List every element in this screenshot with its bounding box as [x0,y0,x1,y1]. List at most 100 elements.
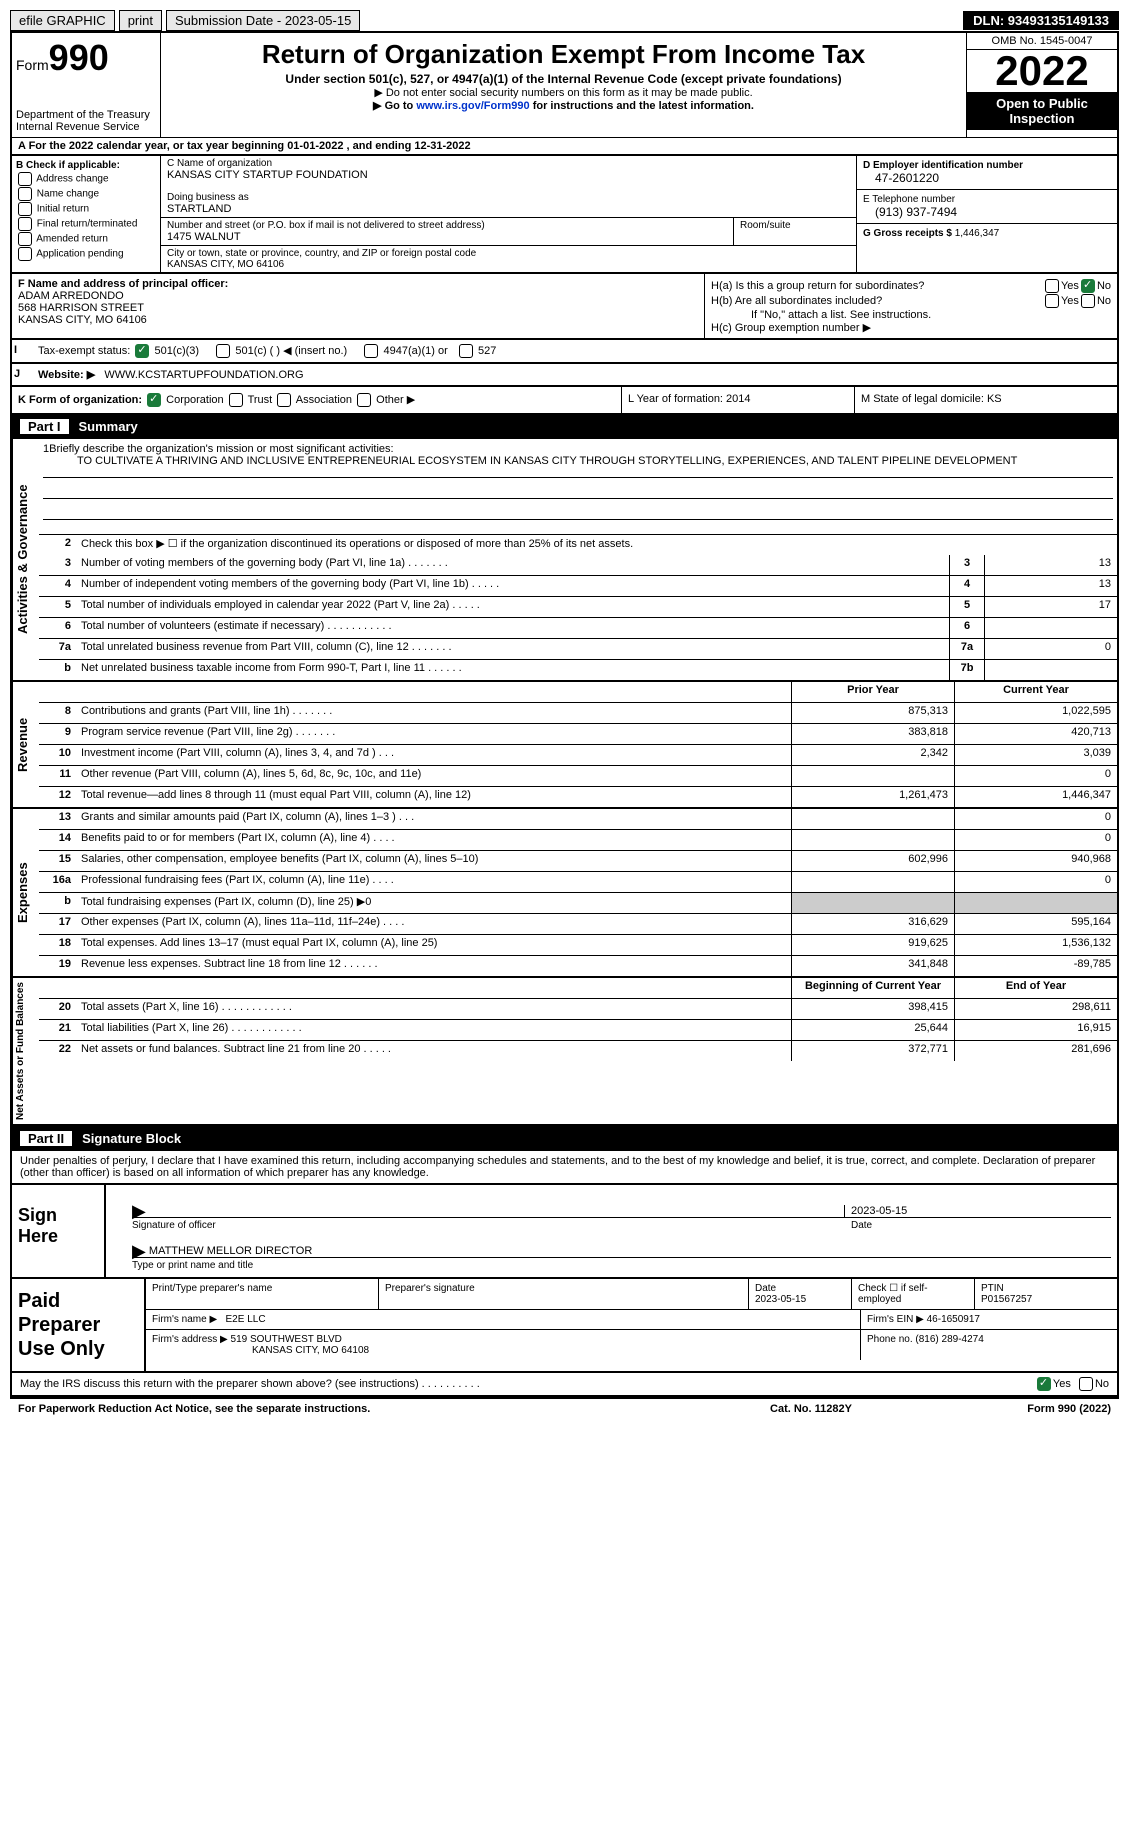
line-6: 6Total number of volunteers (estimate if… [39,618,1117,639]
firm-phone: (816) 289-4274 [915,1334,983,1345]
dln: DLN: 93493135149133 [963,11,1119,30]
city-cell: City or town, state or province, country… [161,246,856,272]
cb-amended[interactable]: Amended return [16,232,156,246]
net-header: Beginning of Current Year End of Year [39,978,1117,999]
street-cell: Number and street (or P.O. box if mail i… [161,218,734,245]
dept-treasury: Department of the Treasury [16,109,156,121]
k-trust[interactable] [229,393,243,407]
cb-address[interactable]: Address change [16,172,156,186]
pp-row-3: Firm's address ▶ 519 SOUTHWEST BLVD KANS… [146,1330,1117,1360]
hb-no[interactable] [1081,294,1095,308]
ein-cell: D Employer identification number 47-2601… [857,156,1117,190]
line-12: 12Total revenue—add lines 8 through 11 (… [39,787,1117,807]
line-21: 21Total liabilities (Part X, line 26) . … [39,1020,1117,1041]
col-c: C Name of organization KANSAS CITY START… [161,156,856,272]
pp-row-2: Firm's name ▶ E2E LLC Firm's EIN ▶ 46-16… [146,1310,1117,1330]
tax-year: 2022 [967,50,1117,92]
ha-no[interactable] [1081,279,1095,293]
col-h: H(a) Is this a group return for subordin… [704,274,1117,338]
line-15: 15Salaries, other compensation, employee… [39,851,1117,872]
expenses-section: Expenses 13Grants and similar amounts pa… [10,809,1119,978]
irs-label: Internal Revenue Service [16,121,156,133]
line-1: 1Briefly describe the organization's mis… [39,439,1117,535]
cb-initial[interactable]: Initial return [16,202,156,216]
vert-net: Net Assets or Fund Balances [12,978,39,1124]
line-7a: 7aTotal unrelated business revenue from … [39,639,1117,660]
k-assoc[interactable] [277,393,291,407]
line-2: 2Check this box ▶ ☐ if the organization … [39,535,1117,555]
submission-date: Submission Date - 2023-05-15 [166,10,360,31]
col-d: D Employer identification number 47-2601… [856,156,1117,272]
hb-yes[interactable] [1045,294,1059,308]
line-22: 22Net assets or fund balances. Subtract … [39,1041,1117,1061]
line-b: bTotal fundraising expenses (Part IX, co… [39,893,1117,914]
sig-line-2: ▶ MATTHEW MELLOR DIRECTOR [132,1245,1111,1258]
vert-ag: Activities & Governance [12,439,39,680]
subtitle-3: ▶ Go to www.irs.gov/Form990 for instruct… [165,99,962,112]
row-k: K Form of organization: Corporation Trus… [10,385,1119,414]
line-17: 17Other expenses (Part IX, column (A), l… [39,914,1117,935]
street: 1475 WALNUT [167,231,727,243]
i-527[interactable] [459,344,473,358]
sign-here-label: Sign Here [12,1185,106,1277]
row-a-calendar: A For the 2022 calendar year, or tax yea… [10,137,1119,154]
room-cell: Room/suite [734,218,856,245]
row-j: J Website: ▶ WWW.KCSTARTUPFOUNDATION.ORG [10,362,1119,385]
discuss-no[interactable] [1079,1377,1093,1391]
i-501c3[interactable] [135,344,149,358]
header-left: Form990 Department of the Treasury Inter… [12,33,161,137]
i-501c[interactable] [216,344,230,358]
col-f: F Name and address of principal officer:… [12,274,704,338]
year-formation: L Year of formation: 2014 [621,387,854,413]
pp-row-1: Print/Type preparer's name Preparer's si… [146,1279,1117,1310]
k-corp[interactable] [147,393,161,407]
discuss-yes[interactable] [1037,1377,1051,1391]
header-mid: Return of Organization Exempt From Incom… [161,33,966,137]
cb-final[interactable]: Final return/terminated [16,217,156,231]
topbar: efile GRAPHIC print Submission Date - 20… [10,10,1119,31]
phone-cell: E Telephone number (913) 937-7494 [857,190,1117,224]
firm-ein: 46-1650917 [927,1314,980,1325]
signer-name: MATTHEW MELLOR DIRECTOR [149,1245,312,1257]
state-domicile: M State of legal domicile: KS [854,387,1117,413]
i-4947[interactable] [364,344,378,358]
ha-yes[interactable] [1045,279,1059,293]
website: WWW.KCSTARTUPFOUNDATION.ORG [104,369,303,381]
header-right: OMB No. 1545-0047 2022 Open to Public In… [966,33,1117,137]
block-bcd: B Check if applicable: Address change Na… [10,154,1119,272]
hc-row: H(c) Group exemption number ▶ [711,321,1111,334]
vert-exp: Expenses [12,809,39,976]
line-16a: 16aProfessional fundraising fees (Part I… [39,872,1117,893]
sig-line-1: ▶ 2023-05-15 [132,1205,1111,1218]
officer-street: 568 HARRISON STREET [18,302,698,314]
col-b-checkboxes: B Check if applicable: Address change Na… [12,156,161,272]
efile-btn[interactable]: efile GRAPHIC [10,10,115,31]
part1-header: Part I Summary [10,414,1119,439]
cb-name[interactable]: Name change [16,187,156,201]
row-i: I Tax-exempt status: 501(c)(3) 501(c) ( … [10,338,1119,362]
line-14: 14Benefits paid to or for members (Part … [39,830,1117,851]
sig-date: 2023-05-15 [844,1205,1111,1217]
ha-row: H(a) Is this a group return for subordin… [711,279,1111,293]
hb-row: H(b) Are all subordinates included? Yes … [711,294,1111,308]
mission-text: TO CULTIVATE A THRIVING AND INCLUSIVE EN… [73,455,1113,467]
org-name-cell: C Name of organization KANSAS CITY START… [161,156,856,218]
k-other[interactable] [357,393,371,407]
line-18: 18Total expenses. Add lines 13–17 (must … [39,935,1117,956]
line-11: 11Other revenue (Part VIII, column (A), … [39,766,1117,787]
irs-link[interactable]: www.irs.gov/Form990 [416,100,529,112]
subtitle-1: Under section 501(c), 527, or 4947(a)(1)… [165,72,962,86]
line-5: 5Total number of individuals employed in… [39,597,1117,618]
firm-addr: 519 SOUTHWEST BLVD [231,1334,342,1345]
officer-name: ADAM ARREDONDO [18,290,698,302]
footer-discuss: May the IRS discuss this return with the… [10,1373,1119,1397]
gross-receipts: 1,446,347 [955,228,1000,239]
print-btn[interactable]: print [119,10,162,31]
cb-pending[interactable]: Application pending [16,247,156,261]
open-inspection: Open to Public Inspection [967,92,1117,130]
firm-city: KANSAS CITY, MO 64108 [252,1345,369,1356]
vert-rev: Revenue [12,682,39,807]
line-7b: bNet unrelated business taxable income f… [39,660,1117,680]
city: KANSAS CITY, MO 64106 [167,259,850,270]
paid-preparer: Paid Preparer Use Only Print/Type prepar… [10,1279,1119,1373]
